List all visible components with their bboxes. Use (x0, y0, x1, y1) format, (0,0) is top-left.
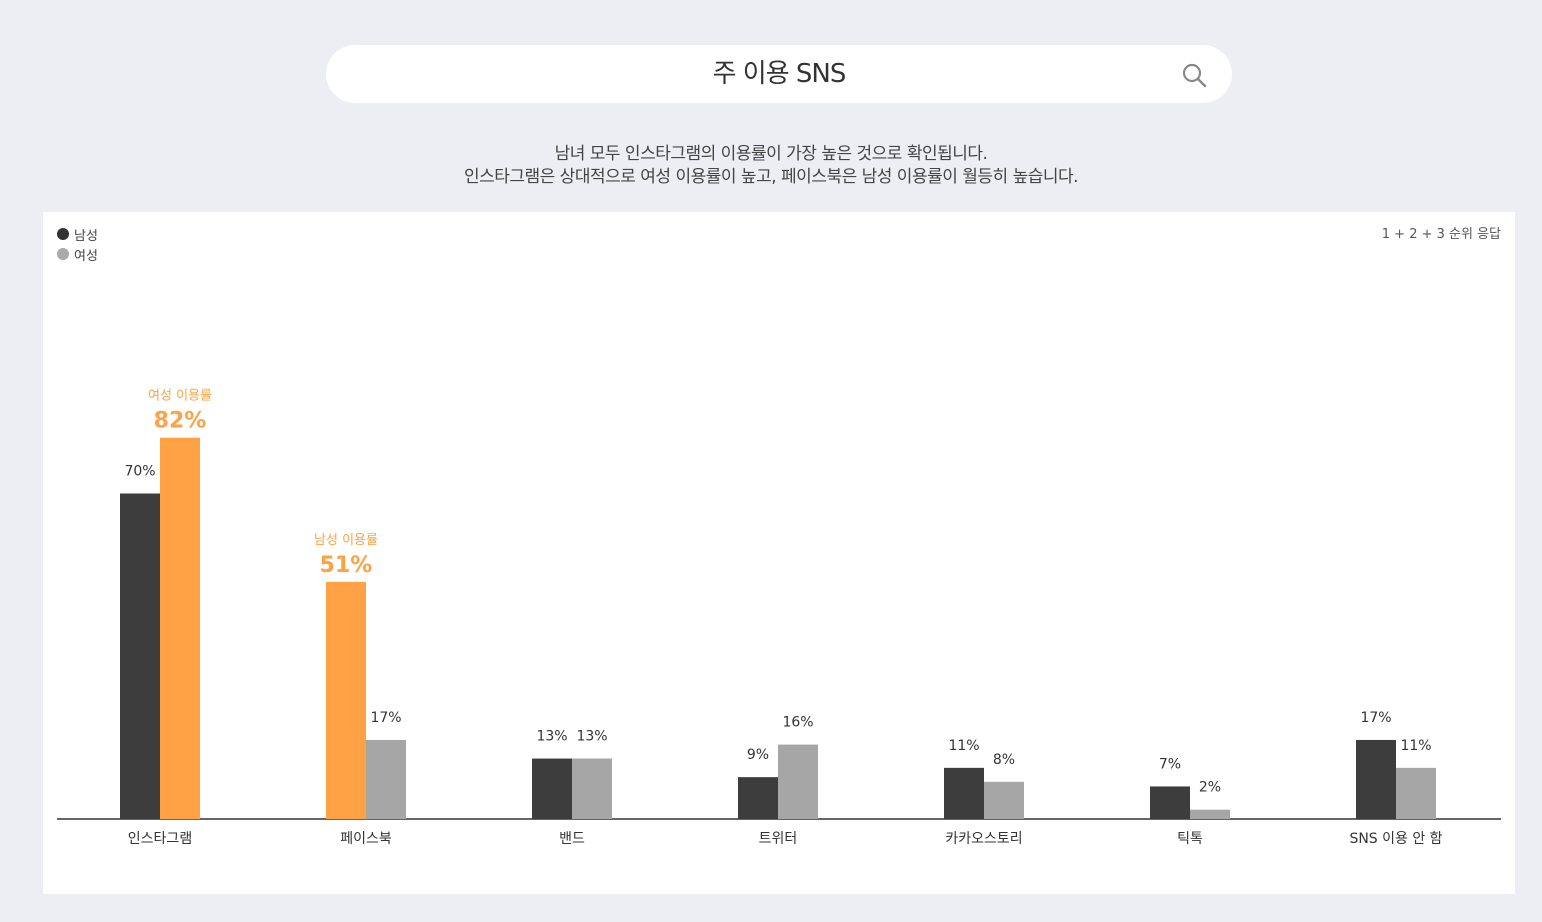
data-label-male-5: 7% (1159, 756, 1181, 772)
bar-male-5 (1150, 786, 1190, 819)
bar-female-0 (160, 437, 200, 819)
legend-label-female: 여성 (74, 248, 98, 264)
legend-item-male: 남성 (57, 224, 98, 244)
data-label-female-2: 13% (576, 729, 607, 745)
response-note: 1 + 2 + 3 순위 응답 (1381, 227, 1501, 242)
bar-male-0 (120, 493, 160, 819)
bar-female-1 (366, 739, 406, 819)
bar-male-6 (1356, 739, 1396, 819)
bar-male-4 (944, 767, 984, 819)
category-label-1: 페이스북 (340, 831, 392, 847)
category-label-0: 인스타그램 (128, 831, 192, 847)
category-label-4: 카카오스토리 (945, 831, 1022, 847)
data-label-female-4: 8% (993, 752, 1015, 768)
data-label-male-4: 11% (948, 738, 979, 754)
data-label-male-6: 17% (1360, 710, 1391, 726)
legend-label-male: 남성 (74, 228, 98, 244)
data-label-female-3: 16% (782, 715, 813, 731)
legend: 남성 여성 (57, 224, 98, 264)
data-label-female-1: 17% (370, 710, 401, 726)
bar-male-2 (532, 758, 572, 819)
legend-item-female: 여성 (57, 244, 98, 264)
chart-panel: 남성 여성 1 + 2 + 3 순위 응답 70% 여성 이용률 82% 인스타그램 남… (43, 212, 1515, 894)
category-label-6: SNS 이용 안 함 (1349, 831, 1442, 847)
highlight-value-1: 51% (320, 553, 373, 578)
bar-female-5 (1190, 809, 1230, 819)
category-label-5: 틱톡 (1177, 831, 1203, 847)
category-label-2: 밴드 (559, 831, 585, 847)
bar-male-1 (326, 581, 366, 819)
highlight-label-0: 여성 이용률 (148, 389, 212, 404)
legend-dot-female (57, 248, 69, 260)
highlight-label-1: 남성 이용률 (314, 533, 378, 548)
bar-chart: 70% 여성 이용률 82% 인스타그램 남성 이용률 51% 17% 페이스북 13% 13% 밴… (57, 389, 1501, 847)
subtitle-line-1: 남녀 모두 인스타그램의 이용률이 가장 높은 것으로 확인됩니다. (554, 144, 988, 164)
bar-female-4 (984, 781, 1024, 819)
data-label-male-3: 9% (747, 747, 769, 763)
page-title: 주 이용 SNS (712, 59, 847, 89)
legend-dot-male (57, 228, 69, 240)
subtitle-line-2: 인스타그램은 상대적으로 여성 이용률이 높고, 페이스북은 남성 이용률이 월… (463, 167, 1079, 187)
highlight-value-0: 82% (154, 409, 207, 434)
search-bar[interactable]: 주 이용 SNS (326, 45, 1232, 103)
data-label-female-5: 2% (1199, 780, 1221, 796)
category-label-3: 트위터 (759, 831, 798, 847)
data-label-male-0: 70% (124, 464, 155, 480)
bar-female-2 (572, 758, 612, 819)
data-label-female-6: 11% (1400, 738, 1431, 754)
data-label-male-2: 13% (536, 729, 567, 745)
bar-female-3 (778, 744, 818, 819)
bar-female-6 (1396, 767, 1436, 819)
search-icon[interactable] (1180, 61, 1208, 89)
bar-male-3 (738, 777, 778, 819)
